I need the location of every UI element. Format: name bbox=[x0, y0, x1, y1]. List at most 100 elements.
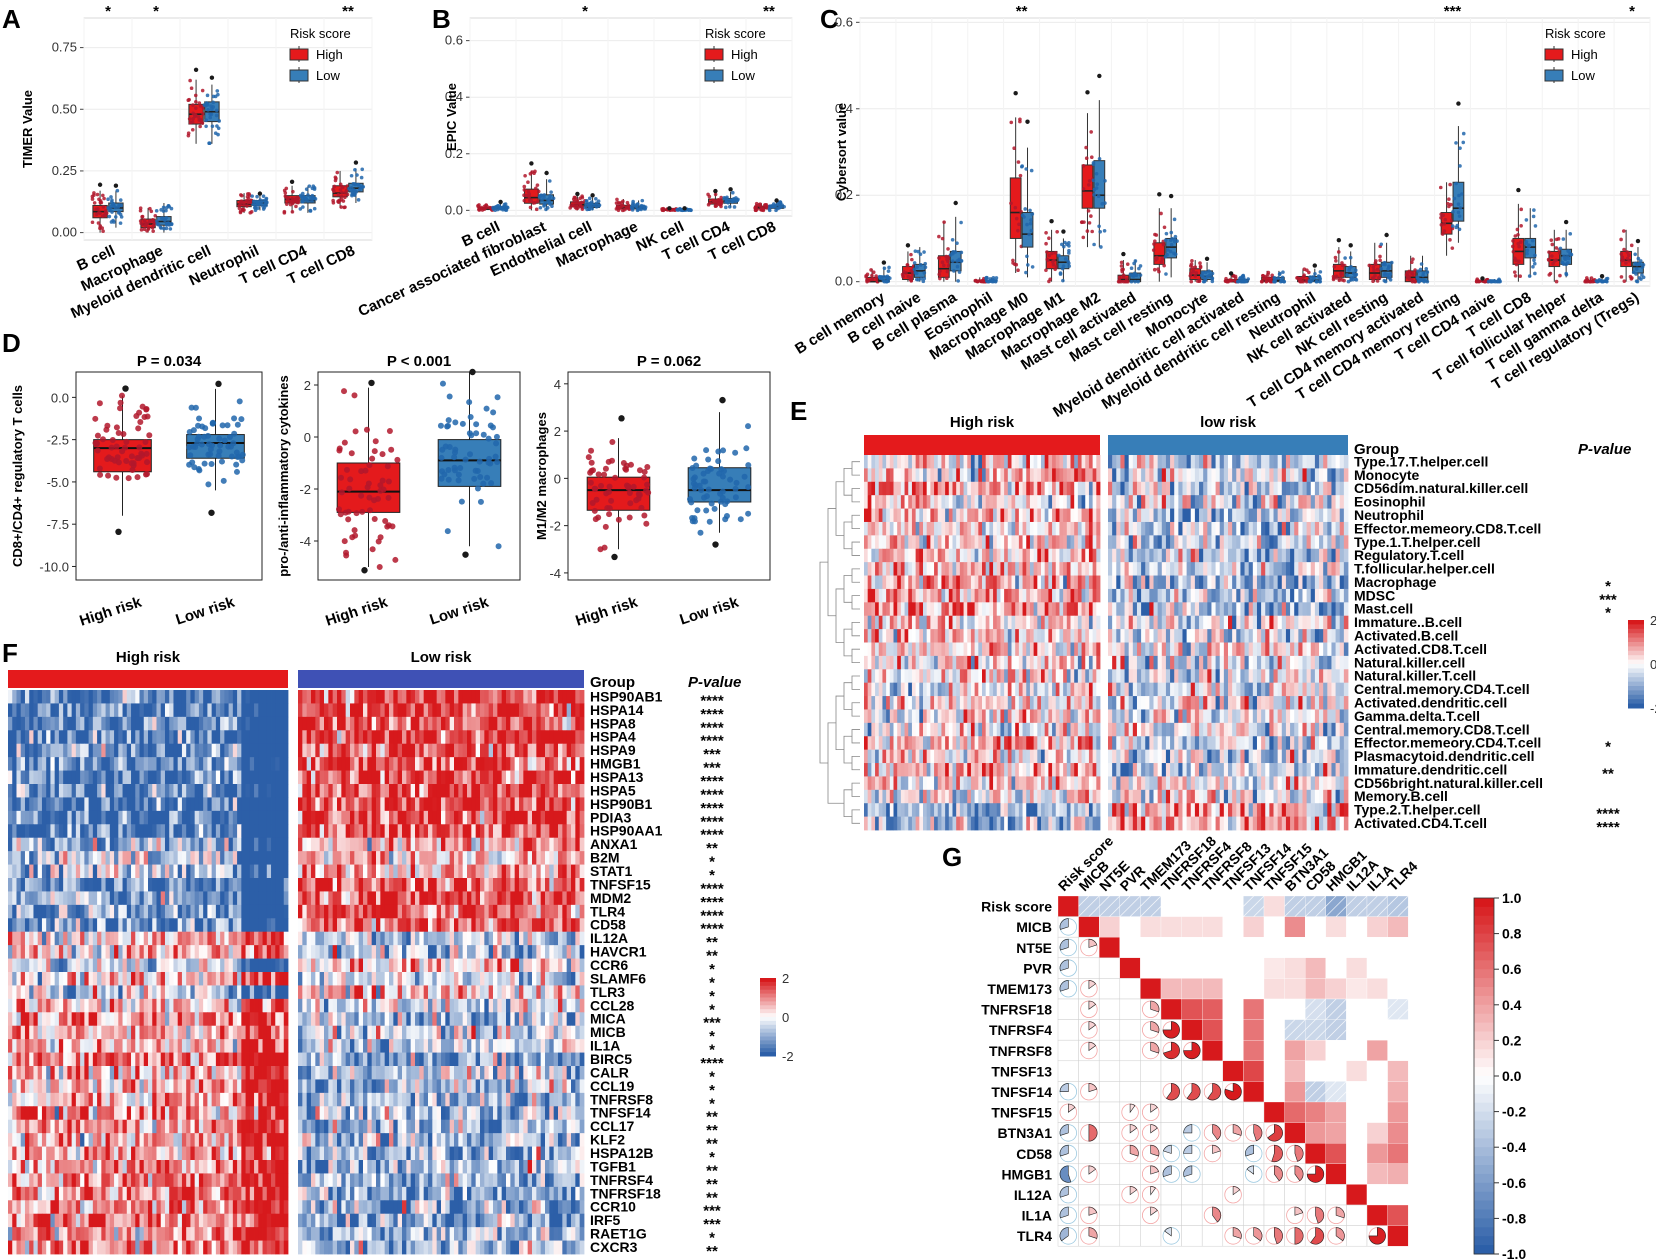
heatmap-cell bbox=[1037, 535, 1042, 550]
heatmap-cell bbox=[1136, 562, 1142, 576]
heatmap-cell bbox=[1149, 642, 1154, 657]
heatmap-cell bbox=[1018, 709, 1023, 724]
heatmap-cell bbox=[1194, 548, 1200, 563]
heatmap-cell bbox=[1343, 696, 1349, 710]
heatmap-cell bbox=[1277, 468, 1283, 483]
heatmap-cell bbox=[978, 629, 983, 643]
heatmap-cell bbox=[1273, 722, 1279, 737]
data-point bbox=[906, 274, 910, 279]
heatmap-cell bbox=[1004, 588, 1009, 603]
heatmap-cell bbox=[1186, 495, 1192, 509]
heatmap-cell bbox=[1132, 588, 1138, 603]
heatmap-cell bbox=[1335, 521, 1341, 536]
heatmap-cell bbox=[934, 562, 939, 576]
data-point bbox=[369, 546, 376, 553]
heatmap-cell bbox=[1339, 481, 1345, 496]
heatmap-cell bbox=[923, 481, 928, 496]
heatmap-cell bbox=[1248, 455, 1254, 469]
heatmap-cell bbox=[956, 588, 961, 603]
data-point bbox=[745, 462, 752, 469]
heatmap-cell bbox=[1059, 548, 1064, 563]
heatmap-cell bbox=[1244, 722, 1250, 737]
heatmap-cell bbox=[1132, 722, 1138, 737]
heatmap-cell bbox=[1136, 642, 1142, 657]
heatmap-cell bbox=[1310, 575, 1316, 590]
heatmap-cell bbox=[926, 655, 931, 670]
heatmap-cell bbox=[1252, 669, 1258, 684]
heatmap-cell bbox=[978, 722, 983, 737]
data-point bbox=[192, 404, 199, 411]
heatmap-cell bbox=[1044, 562, 1049, 576]
heatmap-cell bbox=[945, 588, 950, 603]
box-high-myeloid-dendritic-cell-resting bbox=[1259, 270, 1275, 284]
heatmap-cell bbox=[1149, 682, 1154, 697]
data-point bbox=[117, 399, 124, 406]
heatmap-cell bbox=[1145, 575, 1150, 590]
heatmap-cell bbox=[1261, 468, 1266, 483]
heatmap-cell bbox=[1015, 548, 1020, 563]
heatmap-cell bbox=[952, 495, 957, 509]
heatmap-cell bbox=[1339, 696, 1345, 710]
heatmap-cell bbox=[1252, 495, 1258, 509]
heatmap-cell bbox=[1310, 588, 1316, 603]
data-point bbox=[708, 201, 712, 205]
heatmap-cell bbox=[911, 481, 917, 496]
data-point bbox=[196, 115, 201, 119]
heatmap-cell bbox=[1182, 588, 1188, 603]
heatmap-cell bbox=[945, 495, 950, 509]
data-point bbox=[1053, 251, 1058, 255]
heatmap-cell bbox=[1207, 722, 1212, 737]
heatmap-cell bbox=[1007, 642, 1012, 657]
heatmap-cell bbox=[1199, 535, 1204, 550]
data-point bbox=[1089, 130, 1093, 134]
heatmap-cell bbox=[1000, 575, 1005, 590]
heatmap-cell bbox=[908, 696, 913, 710]
heatmap-cell bbox=[1029, 562, 1035, 576]
heatmap-cell bbox=[1240, 521, 1245, 536]
data-point bbox=[660, 208, 665, 213]
data-point bbox=[1530, 238, 1535, 243]
heatmap-cell bbox=[893, 508, 898, 523]
heatmap-cell bbox=[1063, 655, 1068, 670]
heatmap-cell bbox=[1252, 455, 1258, 469]
heatmap-cell bbox=[1145, 709, 1150, 724]
data-point bbox=[1624, 261, 1628, 265]
heatmap-cell bbox=[1186, 615, 1192, 630]
data-point bbox=[141, 413, 148, 420]
data-point bbox=[1281, 270, 1285, 274]
data-point bbox=[537, 195, 542, 199]
heatmap-cell bbox=[1161, 562, 1167, 576]
heatmap-cell bbox=[967, 455, 972, 469]
data-point bbox=[1519, 223, 1523, 228]
heatmap-cell bbox=[1120, 615, 1125, 630]
heatmap-cell bbox=[1029, 521, 1035, 536]
heatmap-cell bbox=[1298, 696, 1303, 710]
heatmap-cell bbox=[1269, 521, 1274, 536]
heatmap-cell bbox=[963, 722, 968, 737]
heatmap-cell bbox=[1343, 602, 1349, 617]
heatmap-cell bbox=[1244, 655, 1250, 670]
heatmap-cell bbox=[1236, 602, 1241, 617]
heatmap-cell bbox=[996, 709, 1001, 724]
heatmap-cell bbox=[1294, 588, 1299, 603]
heatmap-cell bbox=[1077, 481, 1082, 496]
data-point bbox=[1164, 231, 1169, 236]
data-point bbox=[720, 447, 727, 454]
data-point bbox=[1121, 267, 1125, 272]
data-point bbox=[372, 438, 379, 445]
heatmap-cell bbox=[1236, 669, 1241, 684]
data-point bbox=[887, 265, 891, 270]
heatmap-cell bbox=[1141, 455, 1146, 469]
heatmap-cell bbox=[1000, 642, 1005, 657]
data-point bbox=[1172, 237, 1177, 242]
data-point bbox=[210, 124, 215, 129]
heatmap-cell bbox=[993, 508, 998, 523]
data-point bbox=[1552, 259, 1557, 263]
heatmap-cell bbox=[1314, 455, 1320, 469]
data-point bbox=[284, 202, 289, 206]
data-point bbox=[641, 468, 648, 475]
data-point bbox=[452, 419, 459, 426]
data-point bbox=[1452, 196, 1457, 201]
heatmap-cell bbox=[996, 508, 1001, 523]
